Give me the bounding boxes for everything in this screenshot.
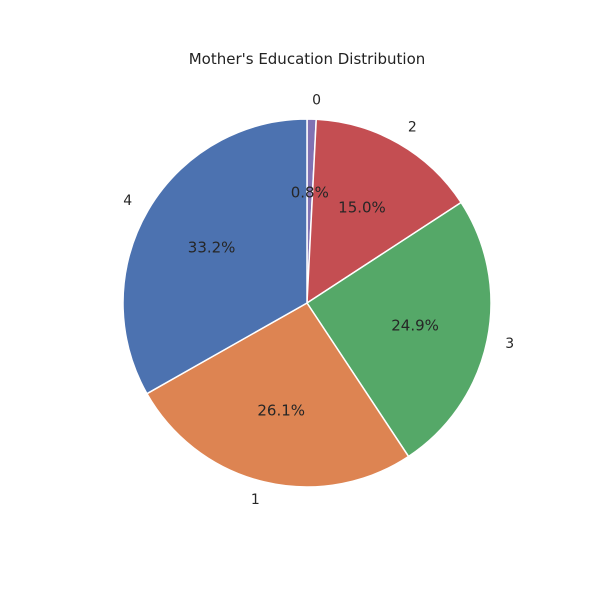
percent-label-1: 26.1% (257, 401, 305, 419)
pie-slice-2 (306, 118, 462, 304)
slice-label-4: 4 (123, 193, 132, 209)
percent-label-2: 15.0% (338, 198, 386, 216)
slice-label-2: 2 (408, 120, 417, 136)
pie-slice-1 (146, 302, 410, 488)
slice-label-3: 3 (505, 336, 514, 352)
pie-slices (122, 118, 492, 488)
pie-labels: 0 0.8% 2 15.0% 3 24.9% 1 26.1% 4 33.2% (123, 93, 514, 508)
percent-label-0: 0.8% (291, 184, 329, 202)
slice-label-1: 1 (251, 492, 260, 508)
percent-label-4: 33.2% (188, 238, 236, 256)
slice-label-0: 0 (312, 93, 321, 109)
chart-title: Mother's Education Distribution (189, 50, 426, 68)
pie-slice-4 (122, 118, 308, 395)
percent-label-3: 24.9% (391, 316, 439, 334)
pie-slice-3 (306, 201, 492, 458)
